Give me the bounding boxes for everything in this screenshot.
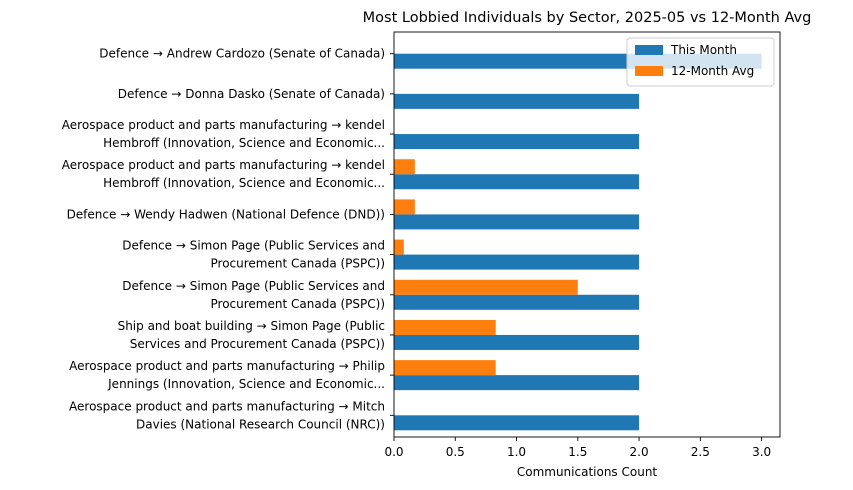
bar-12-month-avg: [394, 199, 415, 215]
x-axis-title: Communications Count: [517, 465, 658, 479]
bar-this-month: [394, 93, 640, 109]
x-tick-label: 0.0: [384, 445, 403, 459]
bar-12-month-avg: [394, 360, 496, 376]
legend-swatch: [635, 66, 663, 76]
bar-12-month-avg: [394, 239, 404, 255]
x-tick-label: 1.0: [507, 445, 526, 459]
bar-12-month-avg: [394, 279, 578, 295]
y-tick-label: Defence → Wendy Hadwen (National Defence…: [67, 207, 385, 221]
legend-box: [626, 37, 775, 87]
legend: This Month 12-Month Avg: [626, 37, 775, 87]
chart-title: Most Lobbied Individuals by Sector, 2025…: [363, 10, 812, 26]
y-tick-label: Aerospace product and parts manufacturin…: [62, 158, 385, 190]
y-tick-label: Defence → Simon Page (Public Services an…: [122, 239, 385, 271]
y-tick-label: Aerospace product and parts manufacturin…: [69, 399, 385, 431]
y-tick-label: Defence → Donna Dasko (Senate of Canada): [118, 87, 385, 101]
legend-label: This Month: [670, 43, 737, 57]
x-tick-label: 2.5: [691, 445, 710, 459]
axes-frame: [393, 31, 781, 438]
bar-this-month: [394, 214, 640, 230]
bar-this-month: [394, 294, 640, 310]
bar-12-month-avg: [394, 159, 415, 175]
legend-label: 12-Month Avg: [671, 64, 754, 78]
bar-this-month: [394, 254, 640, 270]
x-tick-label: 3.0: [752, 445, 771, 459]
bar-this-month: [394, 134, 640, 150]
y-tick-label: Aerospace product and parts manufacturin…: [62, 118, 385, 150]
bar-12-month-avg: [394, 319, 496, 335]
y-tick-label: Defence → Simon Page (Public Services an…: [122, 279, 385, 311]
axes-group: [393, 31, 781, 438]
bar-this-month: [394, 334, 640, 350]
y-tick-label: Defence → Andrew Cardozo (Senate of Cana…: [99, 47, 385, 61]
bar-this-month: [394, 415, 640, 431]
x-tick-label: 0.5: [446, 445, 465, 459]
y-tick-label: Aerospace product and parts manufacturin…: [69, 359, 385, 391]
x-tick-label: 1.5: [568, 445, 587, 459]
y-tick-labels: Defence → Andrew Cardozo (Senate of Cana…: [62, 47, 394, 431]
legend-swatch: [635, 45, 663, 55]
bars-group: [394, 53, 762, 431]
bar-this-month: [394, 174, 640, 190]
bar-this-month: [394, 375, 640, 391]
y-tick-label: Ship and boat building → Simon Page (Pub…: [118, 319, 385, 351]
x-tick-label: 2.0: [630, 445, 649, 459]
x-tick-labels: 0.0 0.5 1.0 1.5 2.0 2.5 3.0: [384, 437, 771, 459]
